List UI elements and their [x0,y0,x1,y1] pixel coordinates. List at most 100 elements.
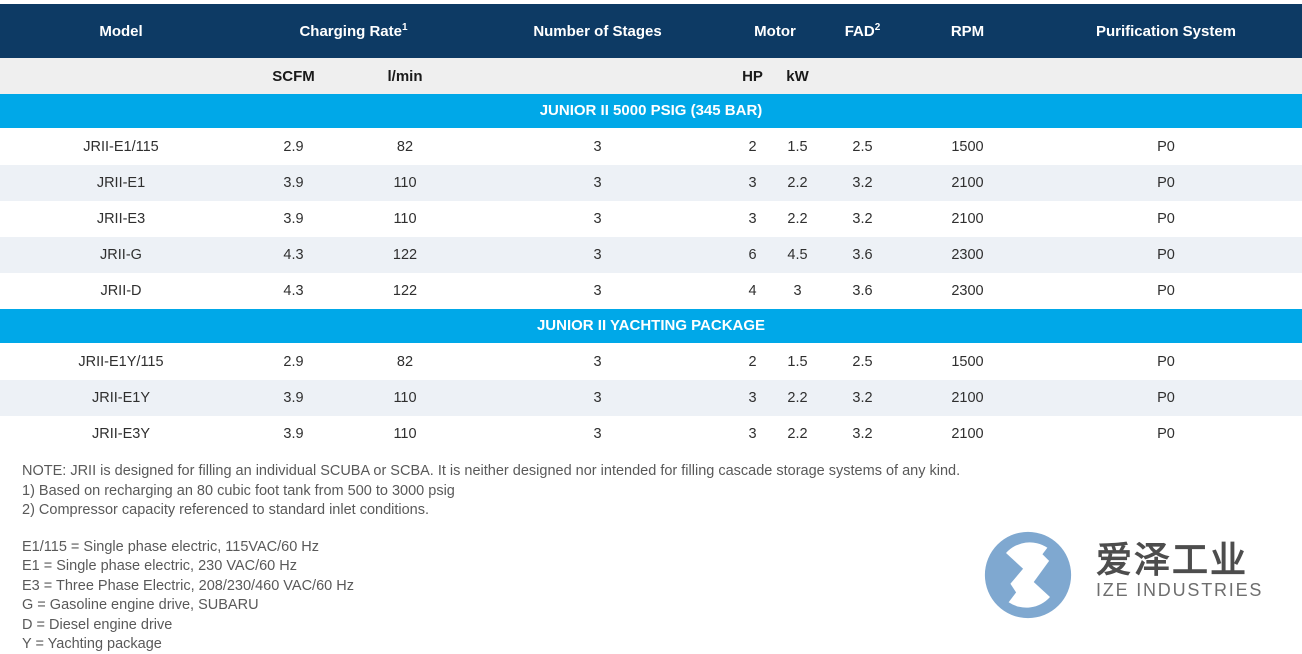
cell-rpm: 2100 [951,175,984,191]
table-body: JUNIOR II 5000 PSIG (345 BAR) JRII-E1/115… [0,94,1302,452]
cell-purification: P0 [1157,139,1175,155]
cell-model: JRII-D [100,283,142,299]
ize-industries-logo: 爱泽工业 IZE INDUSTRIES [984,531,1263,619]
cell-hp: 2 [748,139,757,155]
cell-model: JRII-E3 [96,211,146,227]
cell-fad: 2.5 [852,139,873,155]
cell-stages: 3 [593,247,602,263]
cell-purification: P0 [1157,283,1175,299]
subheader-kw: kW [786,67,809,85]
section-title: JUNIOR II 5000 PSIG (345 BAR) [0,94,1302,128]
cell-hp: 4 [748,283,757,299]
cell-lmin: 110 [393,175,417,191]
cell-purification: P0 [1157,175,1175,191]
cell-purification: P0 [1157,426,1175,442]
legend-line: D = Diesel engine drive [22,616,173,633]
logo-chinese-name: 爱泽工业 [1096,539,1249,580]
cell-stages: 3 [593,390,602,406]
cell-lmin: 110 [393,426,417,442]
cell-hp: 2 [748,354,757,370]
col-header-stages: Number of Stages [533,22,662,40]
cell-lmin: 122 [392,283,418,299]
cell-kw: 4.5 [787,247,808,263]
cell-purification: P0 [1157,247,1175,263]
cell-kw: 3 [793,283,802,299]
cell-scfm: 2.9 [283,139,304,155]
fad-footnote-marker: 2 [874,22,881,33]
cell-lmin: 110 [393,211,417,227]
cell-model: JRII-E1/115 [83,139,159,155]
ize-logo-icon [984,531,1072,619]
cell-rpm: 2300 [951,247,984,263]
section-title: JUNIOR II YACHTING PACKAGE [0,309,1302,343]
legend-line: Y = Yachting package [22,636,162,652]
cell-lmin: 82 [396,354,414,370]
cell-model: JRII-E1Y [91,390,150,406]
cell-purification: P0 [1157,211,1175,227]
table-row: JRII-E1Y/115 2.9 82 3 2 1.5 2.5 1500 P0 [0,344,1302,380]
cell-purification: P0 [1157,390,1175,406]
cell-model: JRII-E3Y [91,426,150,442]
cell-kw: 1.5 [787,139,808,155]
legend-line: E3 = Three Phase Electric, 208/230/460 V… [22,577,354,594]
table-row: JRII-E1/115 2.9 82 3 2 1.5 2.5 1500 P0 [0,129,1302,165]
cell-rpm: 2100 [951,390,984,406]
cell-model: JRII-E1 [96,175,146,191]
cell-rpm: 2100 [951,211,984,227]
cell-fad: 3.2 [852,390,873,406]
subheader-lmin: l/min [387,67,423,85]
table-row: JRII-E1 3.9 110 3 3 2.2 3.2 2100 P0 [0,165,1302,201]
cell-stages: 3 [593,354,602,370]
cell-fad: 3.2 [852,211,873,227]
cell-hp: 3 [748,390,757,406]
cell-purification: P0 [1157,354,1175,370]
table-row: JRII-E3 3.9 110 3 3 2.2 3.2 2100 P0 [0,201,1302,237]
col-header-fad: FAD2 [820,22,905,40]
table-row: JRII-D 4.3 122 3 4 3 3.6 2300 P0 [0,273,1302,309]
model-code-legend: E1/115 = Single phase electric, 115VAC/6… [22,538,1302,654]
cell-rpm: 2100 [951,426,984,442]
cell-fad: 3.6 [852,283,873,299]
charging-rate-footnote-marker: 1 [401,22,408,33]
cell-kw: 2.2 [787,426,808,442]
cell-lmin: 122 [392,247,418,263]
col-header-charging-rate: Charging Rate1 [242,22,465,40]
cell-lmin: 82 [396,139,414,155]
cell-stages: 3 [593,211,602,227]
cell-rpm: 2300 [951,283,984,299]
cell-fad: 3.2 [852,426,873,442]
legend-line: G = Gasoline engine drive, SUBARU [22,597,259,613]
footnote-line: 2) Compressor capacity referenced to sta… [22,502,430,518]
legend-line: E1/115 = Single phase electric, 115VAC/6… [22,538,320,555]
logo-english-name: IZE INDUSTRIES [1096,580,1264,600]
subheader-scfm: SCFM [272,67,315,85]
table-row: JRII-E3Y 3.9 110 3 3 2.2 3.2 2100 P0 [0,416,1302,452]
cell-hp: 3 [748,175,757,191]
cell-kw: 2.2 [787,175,808,191]
cell-rpm: 1500 [951,354,984,370]
cell-model: JRII-G [100,247,142,263]
cell-hp: 6 [748,247,757,263]
legend-line: E1 = Single phase electric, 230 VAC/60 H… [22,558,297,574]
col-header-motor: Motor [754,22,796,40]
col-header-rpm: RPM [950,22,985,40]
footnote-line: NOTE: JRII is designed for filling an in… [22,463,961,479]
cell-scfm: 4.3 [283,283,304,299]
footnotes: NOTE: JRII is designed for filling an in… [22,462,1302,521]
cell-fad: 3.2 [852,175,873,191]
table-row: JRII-G 4.3 122 3 6 4.5 3.6 2300 P0 [0,237,1302,273]
cell-stages: 3 [593,175,602,191]
cell-model: JRII-E1Y/115 [78,354,164,370]
footnote-line: 1) Based on recharging an 80 cubic foot … [22,482,455,499]
table-subheader-row: SCFM l/min HP kW [0,58,1302,94]
cell-kw: 2.2 [787,211,808,227]
cell-fad: 3.6 [852,247,873,263]
cell-scfm: 3.9 [283,426,304,442]
cell-hp: 3 [748,211,757,227]
cell-lmin: 110 [393,390,417,406]
table-row: JRII-E1Y 3.9 110 3 3 2.2 3.2 2100 P0 [0,380,1302,416]
cell-stages: 3 [593,283,602,299]
cell-scfm: 3.9 [283,390,304,406]
cell-scfm: 3.9 [283,175,304,191]
